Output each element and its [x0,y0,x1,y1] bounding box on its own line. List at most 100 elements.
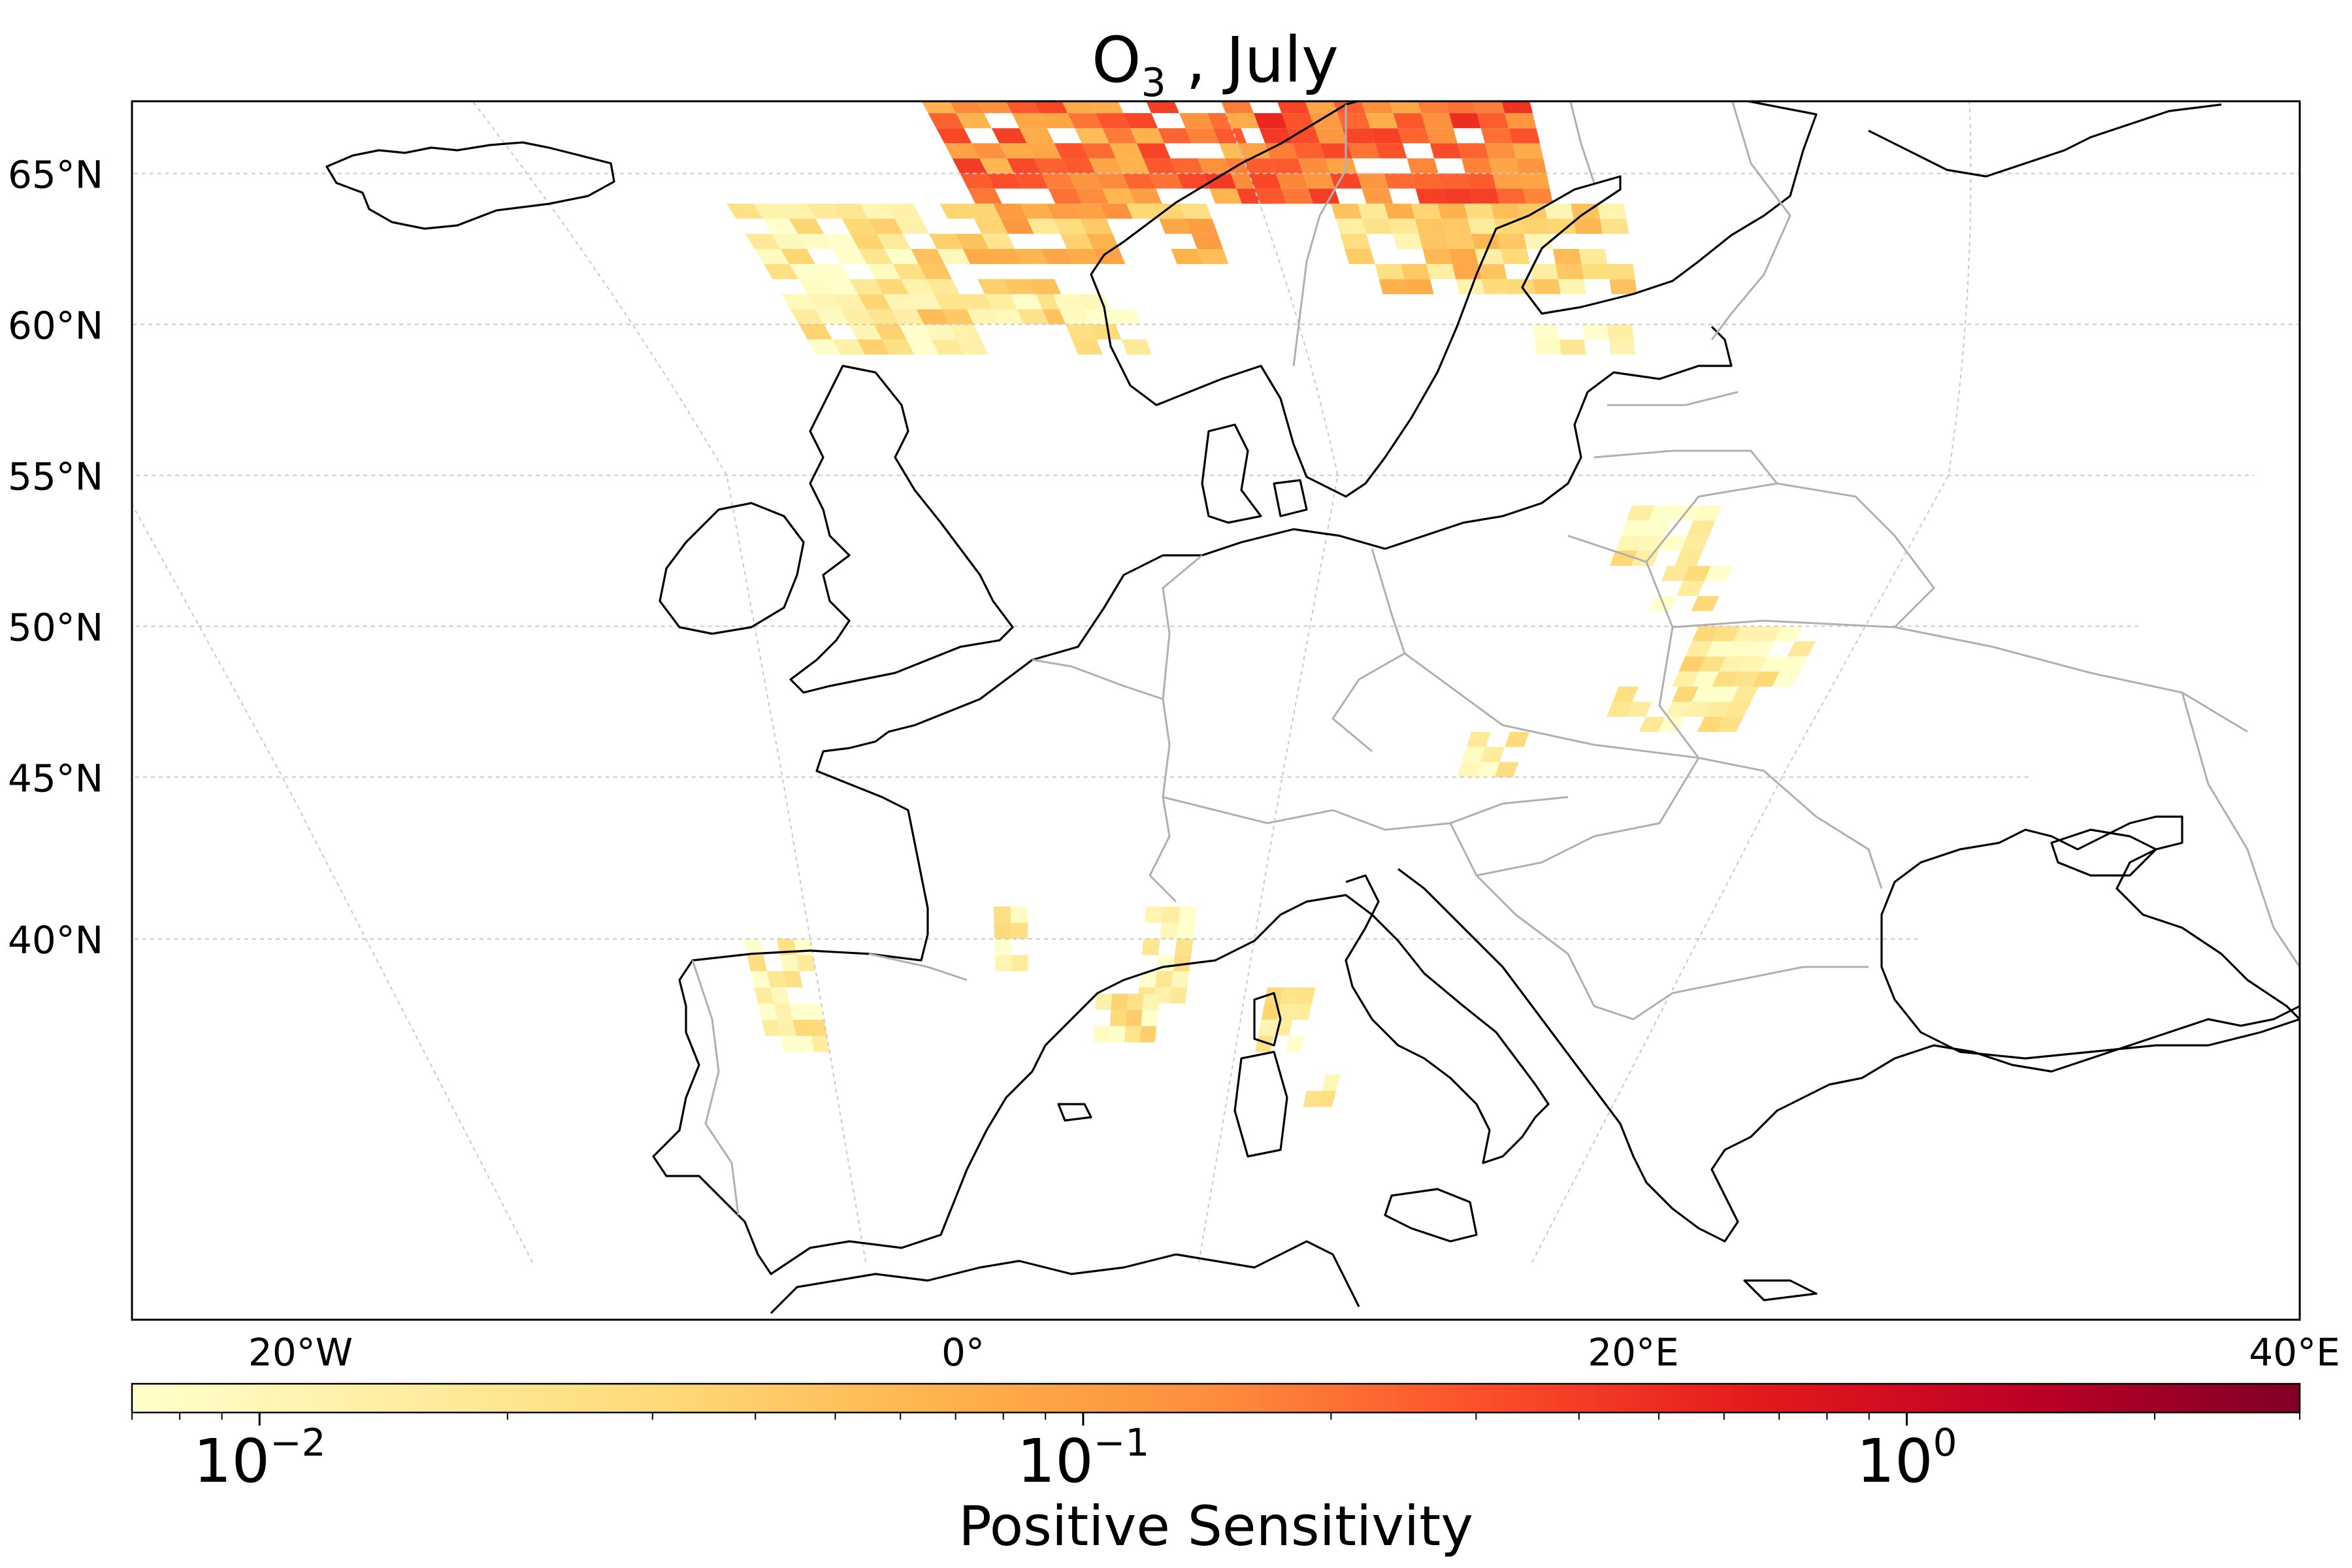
sensitivity-cell-sardinia [1010,906,1028,923]
sensitivity-cell-finland-south [1547,218,1576,234]
sensitivity-cell-scandinavia-north [1122,173,1156,189]
sensitivity-cell-scandinavia-north [1062,101,1096,114]
sensitivity-cell-norway-coast [799,324,833,340]
sensitivity-cell-finland-north [1505,113,1537,129]
sensitivity-cell-scandinavia-north [1203,173,1237,189]
sensitivity-cell-sicily [1126,994,1144,1010]
sensitivity-cell-norway-south [1003,279,1036,295]
sensitivity-cell-finland-south [1467,218,1498,234]
sensitivity-cell-ukraine-south [1716,717,1744,732]
sensitivity-cell-finland-north [1461,158,1493,174]
sensitivity-cell-ukraine-south [1672,686,1699,702]
graticule [132,101,2300,1263]
sensitivity-cell-italy-south [1171,971,1190,988]
sensitivity-cell-finland-south [1426,264,1456,280]
sensitivity-cell-scandinavia-north [949,101,984,114]
sensitivity-cell-ukraine-east [1759,656,1788,672]
sensitivity-cell-norway-coast [789,218,825,234]
border-hungary [1449,757,1700,877]
sensitivity-cell-ukraine-south [1697,717,1724,732]
sensitivity-cell-italy-south [1145,906,1164,923]
sensitivity-cell-baltic-east [1534,339,1561,355]
sensitivity-cell-greece-south [1277,1004,1296,1020]
coast-denmark [1201,423,1262,524]
sensitivity-cell-finland-north [1421,113,1454,129]
sensitivity-cell-norway-coast [779,203,816,219]
sensitivity-cell-finland-north [1308,188,1340,204]
sensitivity-cell-italy-south [1160,923,1179,939]
sensitivity-cell-finland-south [1414,218,1445,234]
sensitivity-cell-scandinavia-north [1041,173,1075,189]
sensitivity-cell-belarus [1615,535,1643,551]
sensitivity-cell-finland-south [1404,279,1434,295]
lon-tick-label: 40°E [2249,1330,2340,1375]
border-germany [1162,554,1203,700]
sensitivity-cell-finland-south [1441,218,1472,234]
sensitivity-cell-scandinavia-north [1143,158,1177,174]
sensitivity-cell-belarus [1687,520,1716,536]
sensitivity-cell-finland-south [1494,218,1524,234]
sensitivity-cell-belarus [1674,551,1703,566]
sensitivity-cell-norway-south [941,309,974,325]
title-subscript: 3 [1141,60,1166,106]
sensitivity-cell-finland-north [1477,113,1509,129]
sensitivity-cell-spain-south [770,987,790,1004]
sensitivity-layer [727,83,1816,1107]
sensitivity-cell-scandinavia-north [1026,143,1062,159]
sensitivity-cell-norway-coast [931,339,964,355]
border-baltics [1593,391,1778,484]
sensitivity-cell-norway-coast [881,339,915,355]
sensitivity-cell-finland-south [1335,218,1367,234]
sensitivity-cell-scandinavia-north [968,188,1002,204]
sensitivity-cell-romania-east [1462,747,1486,762]
sensitivity-cell-finland-north [1253,113,1288,129]
sensitivity-cell-ukraine-east [1712,626,1740,642]
sensitivity-cell-greece-south [1261,1004,1281,1020]
coast-balearics [1057,1103,1092,1122]
sensitivity-cell-ukraine-east [1672,671,1699,687]
sensitivity-cell-scandinavia-north [928,113,964,129]
sensitivity-cell-belarus [1610,551,1637,566]
sensitivity-cell-scandinavia-north [939,83,976,98]
sensitivity-cell-norway-south [850,233,885,249]
colorbar-tick-label: 10−2 [193,1420,326,1496]
border-alps [1162,796,1569,831]
sensitivity-cell-scandinavia-mid [988,249,1022,265]
sensitivity-cell-scandinavia-mid [1067,249,1100,265]
sensitivity-cell-ukraine-south [1658,717,1685,732]
sensitivity-cell-scandinavia-north [1034,158,1069,174]
sensitivity-cell-norway-coast [780,249,815,265]
sensitivity-cell-norway-coast [832,294,866,310]
sensitivity-cell-finland-north [1220,101,1254,114]
sensitivity-cell-norway-south [981,233,1015,249]
sensitivity-cell-norway-coast [798,233,833,249]
border-germany-east [1331,548,1406,753]
coast-black-sea [1880,815,2300,1060]
sensitivity-cell-ukraine-east [1739,656,1767,672]
sensitivity-cell-norway-south [959,294,992,310]
sensitivity-cell-finland-south [1599,218,1629,234]
sensitivity-cell-scandinavia-north [921,101,956,114]
sensitivity-cell-finland-south [1448,249,1478,265]
sensitivity-cell-scandinavia-north [1034,101,1068,114]
sensitivity-cell-finland-south [1388,218,1419,234]
sensitivity-cell-norway-south [926,279,960,295]
sensitivity-cell-belarus [1642,520,1671,536]
sensitivity-cell-spain-south [766,971,787,988]
sensitivity-cell-baltic-east [1607,324,1634,340]
sensitivity-cell-norway-south [1028,279,1062,295]
sensitivity-cell-norway-coast [815,264,850,280]
sensitivity-cell-scandinavia-mid [1100,203,1133,219]
sensitivity-cell-norway-south [934,294,967,310]
sensitivity-cell-finland-north [1249,173,1282,189]
sensitivity-cell-belarus [1693,505,1722,521]
sensitivity-cell-finland-north [1243,158,1276,174]
border-poland-east [1404,534,1701,759]
lon-tick-label: 20°W [248,1330,353,1375]
sensitivity-cell-sicily [1139,1026,1157,1043]
sensitivity-cell-norway-south [992,309,1024,325]
sensitivity-cell-finland-north [1355,83,1388,98]
sensitivity-cell-spain-south [805,1004,825,1020]
sensitivity-cell-scandinavia-north [1095,113,1130,129]
sensitivity-cell-finland-south [1490,203,1521,219]
